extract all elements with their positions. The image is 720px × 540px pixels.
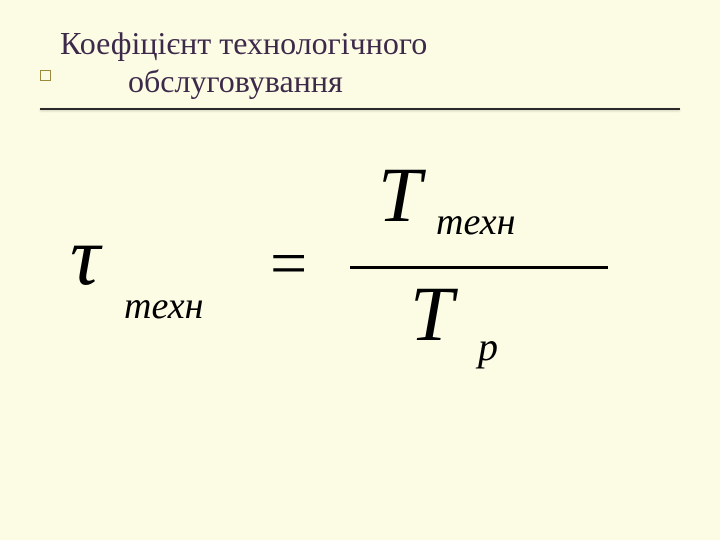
denominator-symbol: T	[410, 269, 453, 359]
formula-denominator: T р	[350, 269, 608, 369]
formula-numerator: T техн	[350, 160, 608, 260]
numerator-symbol: T	[378, 150, 421, 240]
title-area: Коефіцієнт технологічного обслуговування	[60, 24, 660, 101]
formula-lhs-symbol: τ	[70, 208, 100, 305]
denominator-subscript: р	[478, 323, 498, 370]
title-line-1: Коефіцієнт технологічного	[60, 24, 660, 62]
title-line-2: обслуговування	[60, 62, 660, 100]
formula-lhs-subscript: техн	[124, 284, 204, 328]
formula-fraction: T техн T р	[350, 160, 608, 369]
numerator-subscript: техн	[436, 200, 516, 244]
bullet-icon	[40, 70, 51, 81]
slide-title: Коефіцієнт технологічного обслуговування	[60, 24, 660, 101]
horizontal-rule	[40, 108, 680, 110]
formula-equals: =	[270, 226, 307, 302]
slide: Коефіцієнт технологічного обслуговування…	[0, 0, 720, 540]
